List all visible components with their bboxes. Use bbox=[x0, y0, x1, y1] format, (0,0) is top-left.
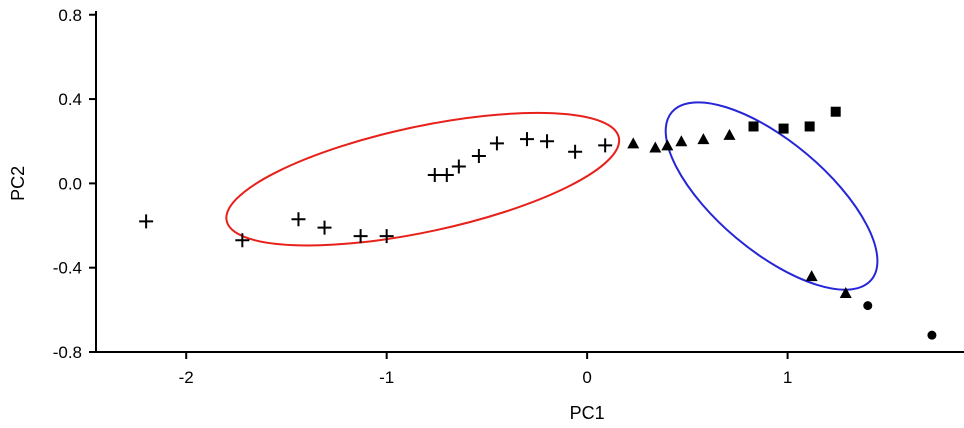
plus-point bbox=[427, 167, 442, 182]
circle-point bbox=[927, 330, 937, 340]
plus-point bbox=[489, 136, 504, 151]
plus-point bbox=[471, 148, 486, 163]
square-point bbox=[778, 123, 789, 134]
triangle-point bbox=[661, 139, 674, 151]
plus-point bbox=[317, 220, 332, 235]
plus-point bbox=[439, 167, 454, 182]
square-point bbox=[804, 121, 815, 132]
triangle-point bbox=[839, 286, 852, 298]
plus-point bbox=[598, 138, 613, 153]
triangle-point bbox=[649, 141, 662, 153]
square-point bbox=[748, 121, 759, 132]
plus-point bbox=[291, 212, 306, 227]
triangle-point bbox=[697, 133, 710, 145]
plus-point bbox=[139, 214, 154, 229]
square-point bbox=[830, 106, 841, 117]
y-tick-label: -0.8 bbox=[53, 343, 82, 362]
y-tick-label: 0.4 bbox=[58, 90, 82, 109]
group-ellipse bbox=[664, 101, 879, 291]
y-axis-title: PC2 bbox=[8, 166, 28, 201]
x-tick-label: 0 bbox=[582, 368, 591, 387]
triangle-point bbox=[675, 135, 688, 147]
triangle-point bbox=[805, 270, 818, 282]
plot-area bbox=[139, 101, 937, 340]
axes bbox=[95, 11, 964, 353]
x-tick-label: 1 bbox=[783, 368, 792, 387]
plus-point bbox=[568, 144, 583, 159]
x-axis-title: PC1 bbox=[570, 403, 605, 423]
plus-point bbox=[353, 229, 368, 244]
triangle-point bbox=[627, 137, 640, 149]
triangle-point bbox=[723, 128, 736, 140]
circle-point bbox=[863, 301, 873, 311]
plus-point bbox=[451, 159, 466, 174]
axis-ticks: -2 -1 0 1 0.8 0.4 0.0 -0.4 -0.8 bbox=[53, 6, 793, 387]
y-tick-label: 0.0 bbox=[58, 174, 82, 193]
plus-point bbox=[379, 229, 394, 244]
plus-point bbox=[235, 233, 250, 248]
y-tick-label: -0.4 bbox=[53, 259, 82, 278]
x-tick-label: -2 bbox=[179, 368, 194, 387]
y-tick-label: 0.8 bbox=[58, 6, 82, 25]
x-tick-label: -1 bbox=[379, 368, 394, 387]
plus-point bbox=[519, 132, 534, 147]
plus-point bbox=[540, 134, 555, 149]
group-ellipse bbox=[225, 111, 621, 247]
